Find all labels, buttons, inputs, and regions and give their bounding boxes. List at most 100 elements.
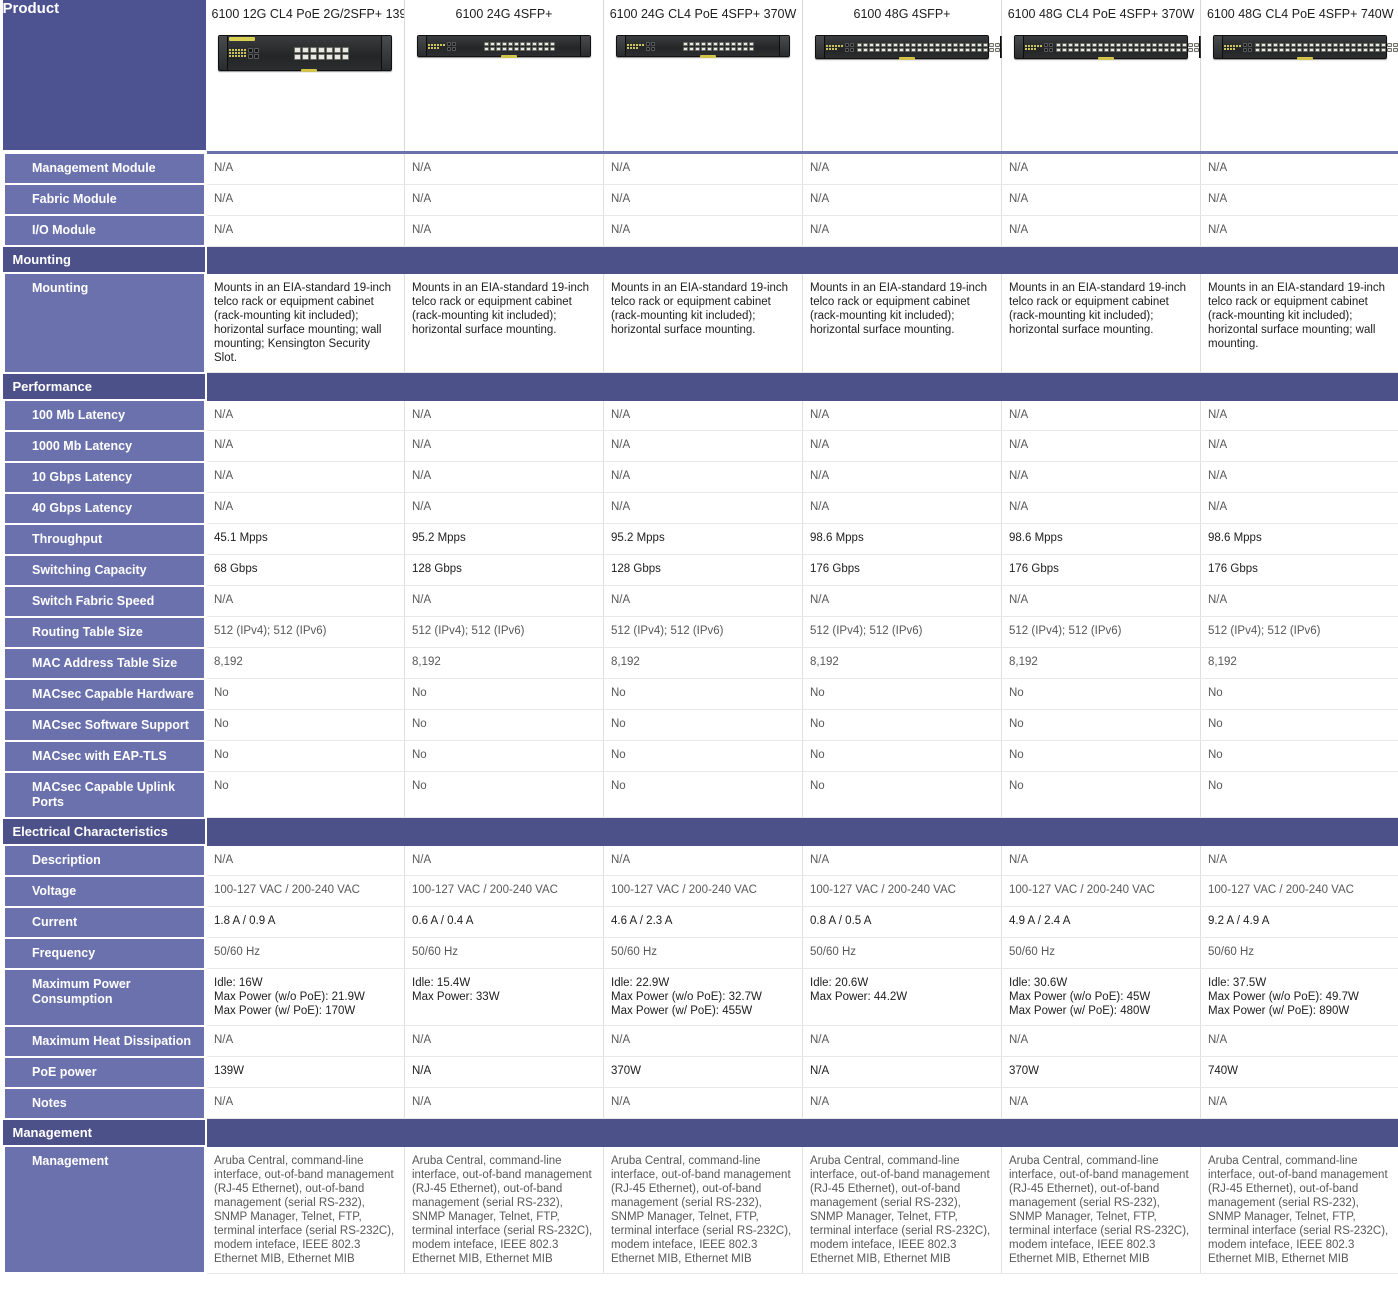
table-cell: N/A: [1200, 430, 1398, 462]
table-row: Routing Table Size 512 (IPv4); 512 (IPv6)…: [0, 616, 1398, 649]
table-cell: No: [404, 740, 604, 772]
cell-value: 50/60 Hz: [214, 946, 261, 958]
cell-value: 176 Gbps: [1208, 563, 1258, 575]
cell-value: Idle: 22.9W Max Power (w/o PoE): 32.7W M…: [611, 977, 762, 1017]
table-cell: 100-127 VAC / 200-240 VAC: [802, 875, 1002, 907]
cell-value: No: [1208, 749, 1223, 761]
table-row: Switch Fabric Speed N/A N/A N/A N/A N/A N/A: [0, 585, 1398, 618]
cell-value: N/A: [412, 1096, 432, 1108]
table-cell: 50/60 Hz: [1200, 937, 1398, 969]
table-cell: Idle: 16W Max Power (w/o PoE): 21.9W Max…: [205, 968, 405, 1026]
table-cell: 50/60 Hz: [802, 937, 1002, 969]
cell-value: N/A: [412, 594, 432, 606]
product-column-1[interactable]: 6100 12G CL4 PoE 2G/2SFP+ 139W: [205, 0, 405, 154]
table-cell: N/A: [802, 585, 1002, 617]
table-cell: 1.8 A / 0.9 A: [205, 906, 405, 938]
cell-value: N/A: [810, 853, 830, 866]
cell-value: 512 (IPv4); 512 (IPv6): [611, 625, 724, 637]
table-cell: N/A: [205, 585, 405, 617]
row-label: Description: [0, 844, 207, 877]
table-row: Management Aruba Central, command-line in…: [0, 1145, 1398, 1274]
table-cell: Idle: 30.6W Max Power (w/o PoE): 45W Max…: [1001, 968, 1201, 1026]
table-cell: 8,192: [1001, 647, 1201, 679]
table-cell: 8,192: [1200, 647, 1398, 679]
row-label: Routing Table Size: [0, 616, 207, 649]
cell-value: N/A: [1208, 1096, 1228, 1108]
table-cell: 740W: [1200, 1056, 1398, 1088]
product-column-6[interactable]: 6100 48G CL4 PoE 4SFP+ 740W: [1200, 0, 1398, 154]
cell-value: 512 (IPv4); 512 (IPv6): [412, 625, 525, 637]
cell-value: 95.2 Mpps: [412, 532, 466, 544]
table-row: I/O Module N/A N/A N/A N/A N/A N/A: [0, 215, 1398, 247]
row-label: Mounting: [0, 273, 207, 374]
cell-value: 512 (IPv4); 512 (IPv6): [1208, 625, 1321, 637]
cell-value: N/A: [810, 501, 830, 513]
table-cell: 50/60 Hz: [603, 937, 803, 969]
cell-value: N/A: [214, 439, 234, 451]
cell-value: N/A: [1208, 594, 1228, 606]
cell-value: No: [214, 780, 229, 792]
cell-value: N/A: [214, 594, 234, 606]
product-column-4[interactable]: 6100 48G 4SFP+: [802, 0, 1010, 154]
table-cell: No: [404, 678, 604, 710]
product-column-2[interactable]: 6100 24G 4SFP+: [404, 0, 604, 154]
table-row: MAC Address Table Size 8,192 8,192 8,192 8,1…: [0, 647, 1398, 680]
table-cell: 98.6 Mpps: [1001, 523, 1201, 555]
table-cell: No: [1001, 678, 1201, 710]
cell-value: 100-127 VAC / 200-240 VAC: [1208, 884, 1354, 896]
table-cell: N/A: [603, 1025, 803, 1057]
table-cell: No: [205, 771, 405, 818]
table-cell: Aruba Central, command-line interface, o…: [1001, 1145, 1201, 1274]
table-row: Maximum Heat Dissipation N/A N/A N/A N/A N/A N…: [0, 1025, 1398, 1058]
table-row: Mounting Mounts in an EIA-standard 19-inc…: [0, 273, 1398, 374]
table-cell: N/A: [205, 215, 405, 247]
table-cell: N/A: [1200, 492, 1398, 524]
product-column-5[interactable]: 6100 48G CL4 PoE 4SFP+ 370W: [1001, 0, 1209, 154]
table-cell: 512 (IPv4); 512 (IPv6): [404, 616, 604, 648]
table-row: Description N/A N/A N/A N/A N/A N/A: [0, 844, 1398, 877]
table-cell: No: [404, 709, 604, 741]
cell-value: 50/60 Hz: [1208, 946, 1255, 958]
cell-value: N/A: [1208, 439, 1228, 451]
table-cell: 8,192: [603, 647, 803, 679]
table-cell: N/A: [603, 152, 803, 185]
table-cell: N/A: [404, 152, 604, 185]
row-label: Switching Capacity: [0, 554, 207, 587]
table-cell: No: [802, 709, 1002, 741]
table-cell: N/A: [205, 1087, 405, 1119]
product-column-3[interactable]: 6100 24G CL4 PoE 4SFP+ 370W: [603, 0, 803, 154]
cell-value: 512 (IPv4); 512 (IPv6): [1009, 625, 1122, 637]
table-cell: 45.1 Mpps: [205, 523, 405, 555]
table-cell: 68 Gbps: [205, 554, 405, 586]
table-cell: N/A: [802, 215, 1002, 247]
cell-value: No: [1009, 780, 1024, 792]
cell-value: No: [412, 718, 427, 730]
table-cell: 128 Gbps: [603, 554, 803, 586]
table-cell: N/A: [404, 399, 604, 431]
cell-value: No: [810, 687, 825, 699]
table-cell: 100-127 VAC / 200-240 VAC: [205, 875, 405, 907]
section-fill: [205, 817, 1398, 846]
table-cell: Idle: 37.5W Max Power (w/o PoE): 49.7W M…: [1200, 968, 1398, 1026]
section-fill: [205, 1118, 1398, 1147]
table-cell: N/A: [1001, 461, 1201, 493]
table-cell: N/A: [404, 492, 604, 524]
cell-value: No: [611, 718, 626, 730]
table-cell: N/A: [1001, 844, 1201, 876]
cell-value: N/A: [1009, 192, 1029, 205]
table-cell: Aruba Central, command-line interface, o…: [404, 1145, 604, 1274]
product-name: 6100 48G 4SFP+: [853, 7, 951, 21]
table-cell: N/A: [802, 184, 1002, 216]
cell-value: Aruba Central, command-line interface, o…: [611, 1154, 792, 1265]
row-label: MAC Address Table Size: [0, 647, 207, 680]
table-row: Throughput 45.1 Mpps 95.2 Mpps 95.2 Mpps 98.…: [0, 523, 1398, 556]
cell-value: 8,192: [412, 656, 441, 668]
cell-value: 176 Gbps: [1009, 563, 1059, 575]
table-cell: N/A: [802, 1056, 1002, 1088]
cell-value: No: [1208, 780, 1223, 792]
table-cell: N/A: [404, 1087, 604, 1119]
cell-value: N/A: [611, 1034, 631, 1046]
cell-value: Idle: 37.5W Max Power (w/o PoE): 49.7W M…: [1208, 977, 1359, 1017]
table-cell: N/A: [404, 430, 604, 462]
